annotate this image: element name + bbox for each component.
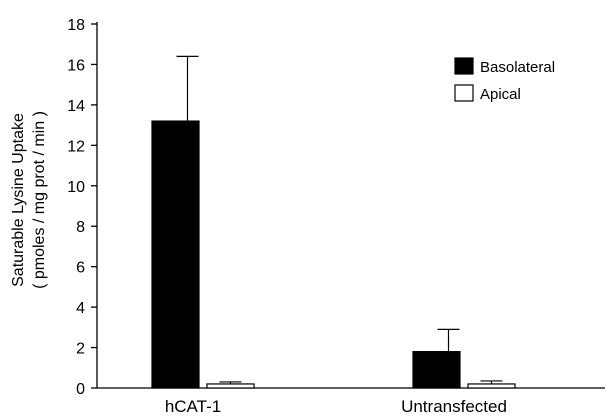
y-tick-label: 4 (76, 300, 85, 317)
category-label: Untransfected (401, 397, 507, 416)
y-tick-label: 10 (67, 179, 85, 196)
bar-basolateral-2 (412, 351, 461, 389)
category-labels: hCAT-1 Untransfected (165, 397, 507, 416)
legend-label-basolateral: Basolateral (480, 59, 555, 76)
bars (151, 55, 516, 389)
y-tick-label: 0 (76, 381, 85, 398)
category-label: hCAT-1 (165, 397, 221, 416)
y-tick-label: 18 (67, 17, 85, 34)
legend-swatch-apical (454, 84, 474, 102)
bar-basolateral-1 (151, 120, 200, 389)
legend-swatch-basolateral (454, 57, 474, 75)
legend-label-apical: Apical (480, 86, 521, 103)
bar-apical-1 (206, 383, 255, 389)
y-tick-label: 16 (67, 57, 85, 74)
y-tick-label: 2 (76, 341, 85, 358)
y-tick-label: 8 (76, 219, 85, 236)
y-tick-label: 6 (76, 260, 85, 277)
legend: Basolateral Apical (454, 57, 555, 103)
y-tick-label: 14 (67, 98, 85, 115)
y-axis-title-line-1: Saturable Lysine Uptake (10, 113, 27, 287)
y-axis-title: Saturable Lysine Uptake ( pmoles / mg pr… (10, 111, 48, 289)
y-tick-label: 12 (67, 138, 85, 155)
bar-apical-2 (467, 383, 516, 389)
y-axis-title-line-2: ( pmoles / mg prot / min ) (31, 111, 48, 289)
